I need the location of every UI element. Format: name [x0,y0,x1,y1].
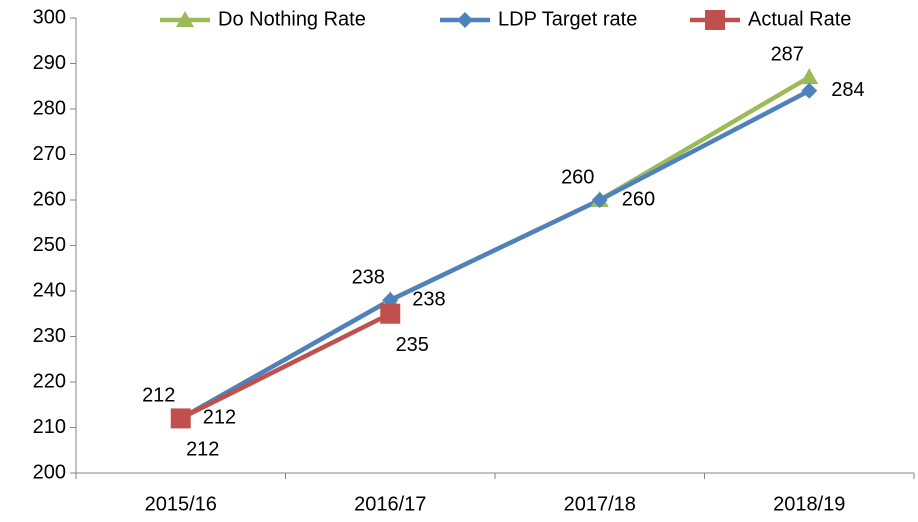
data-label: 212 [203,407,236,429]
y-tick-label: 300 [33,6,66,28]
y-tick-label: 250 [33,234,66,256]
y-tick-label: 230 [33,325,66,347]
data-label: 287 [771,43,804,65]
data-label: 235 [396,334,429,356]
y-tick-label: 240 [33,279,66,301]
x-tick-label: 2016/17 [354,493,426,515]
marker [170,408,191,429]
y-tick-label: 210 [33,416,66,438]
line [179,311,392,421]
data-label: 260 [561,166,594,188]
y-tick-label: 260 [33,188,66,210]
y-tick-label: 280 [33,97,66,119]
data-label: 260 [622,188,655,210]
data-label: 212 [142,385,175,407]
y-tick-label: 270 [33,143,66,165]
legend-marker [705,10,725,30]
y-tick-label: 200 [33,461,66,483]
legend-marker [457,12,473,28]
marker [380,303,401,324]
marker [801,82,818,99]
x-tick-label: 2018/19 [773,493,845,515]
legend-label: Actual Rate [748,8,851,30]
y-tick-label: 220 [33,370,66,392]
marker [591,192,608,208]
legend-label: Do Nothing Rate [218,8,366,30]
legend-label: LDP Target rate [498,8,637,30]
data-label: 238 [352,266,385,288]
data-label: 238 [412,288,445,310]
data-label: 284 [831,79,864,101]
x-tick-label: 2015/16 [145,493,217,515]
line [179,88,811,421]
y-tick-label: 290 [33,52,66,74]
marker [800,68,819,85]
legend-marker [176,11,194,27]
x-tick-label: 2017/18 [564,493,636,515]
data-label: 212 [186,439,219,461]
